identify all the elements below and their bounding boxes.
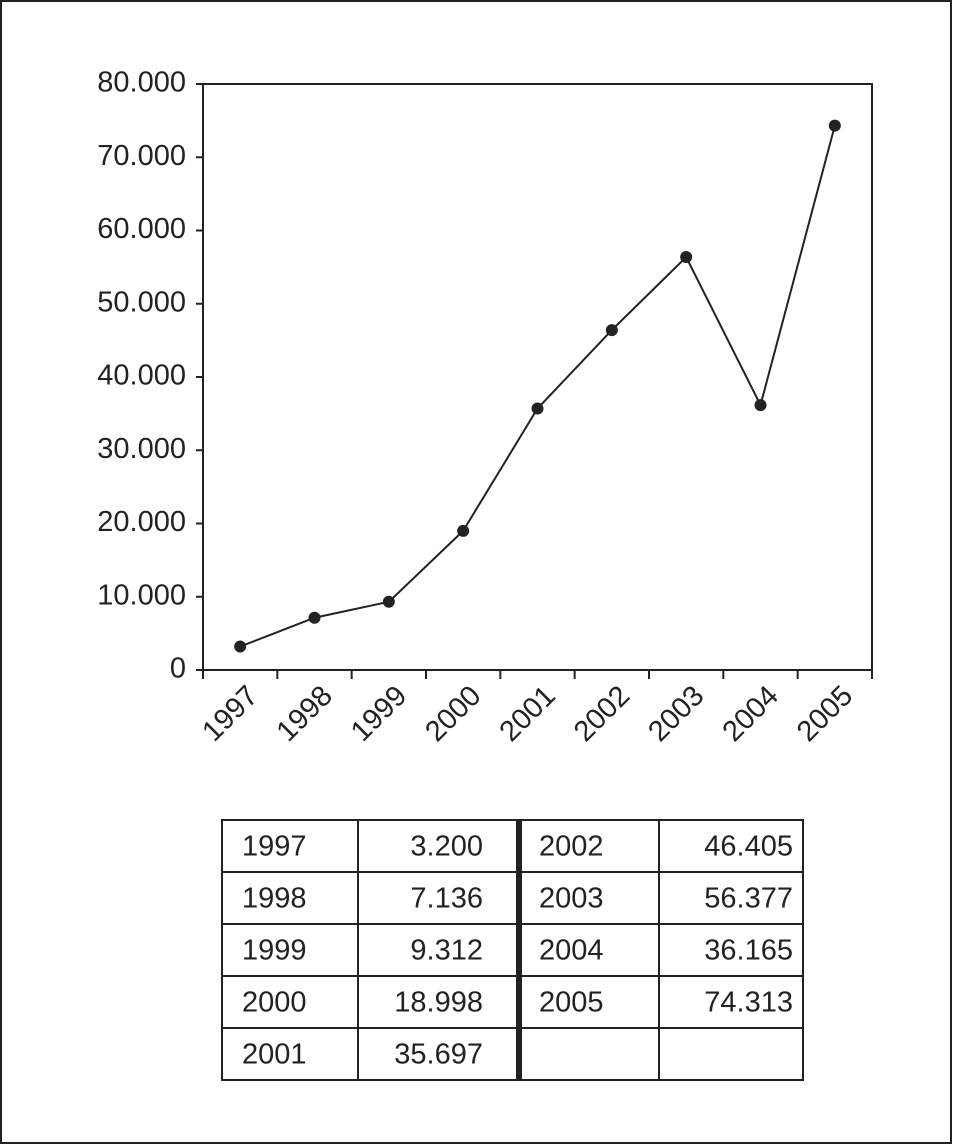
y-tick-label: 60.000 [97,213,186,245]
y-tick-label: 40.000 [97,360,186,392]
point [531,402,544,415]
y-tick-label: 70.000 [97,140,186,172]
point [234,640,247,653]
table-value: 7.136 [410,883,483,915]
y-tick-label: 30.000 [97,433,186,465]
plot-area [202,83,873,671]
point [382,595,395,608]
point [754,399,767,412]
table-value: 36.165 [704,935,793,967]
table-value: 3.200 [410,831,483,863]
point [828,119,841,132]
table-value: 74.313 [704,987,793,1019]
x-tick-label: 2002 [568,680,636,748]
point [680,251,693,264]
table-value: 35.697 [394,1039,483,1071]
y-tick-label: 10.000 [97,579,186,611]
x-tick-label: 2000 [419,680,487,748]
y-tick-label: 80.000 [97,67,186,99]
table-year: 1999 [242,935,307,967]
x-tick-label: 2005 [791,680,859,748]
table-value: 56.377 [704,883,793,915]
table-year: 2000 [242,987,307,1019]
table-border [221,819,804,1081]
table-value: 9.312 [410,935,483,967]
table-year: 2002 [539,831,604,863]
table-year: 2004 [539,935,604,967]
point [457,524,470,537]
table-year: 2003 [539,883,604,915]
x-tick-label: 2003 [642,680,710,748]
y-tick-label: 20.000 [97,506,186,538]
x-tick-label: 2004 [717,680,785,748]
y-tick-label: 50.000 [97,286,186,318]
table-year: 1998 [242,883,307,915]
x-tick-label: 1998 [271,680,339,748]
x-tick-label: 1997 [196,680,264,748]
table-year: 2001 [242,1039,307,1071]
table-value: 46.405 [704,831,793,863]
x-tick-label: 2001 [494,680,562,748]
point [308,611,321,624]
line [239,125,836,648]
table-value: 18.998 [394,987,483,1019]
table-year: 2005 [539,987,604,1019]
y-tick-label: 0 [170,653,186,685]
x-tick-label: 1999 [345,680,413,748]
table-year: 1997 [242,831,307,863]
point [605,324,618,337]
